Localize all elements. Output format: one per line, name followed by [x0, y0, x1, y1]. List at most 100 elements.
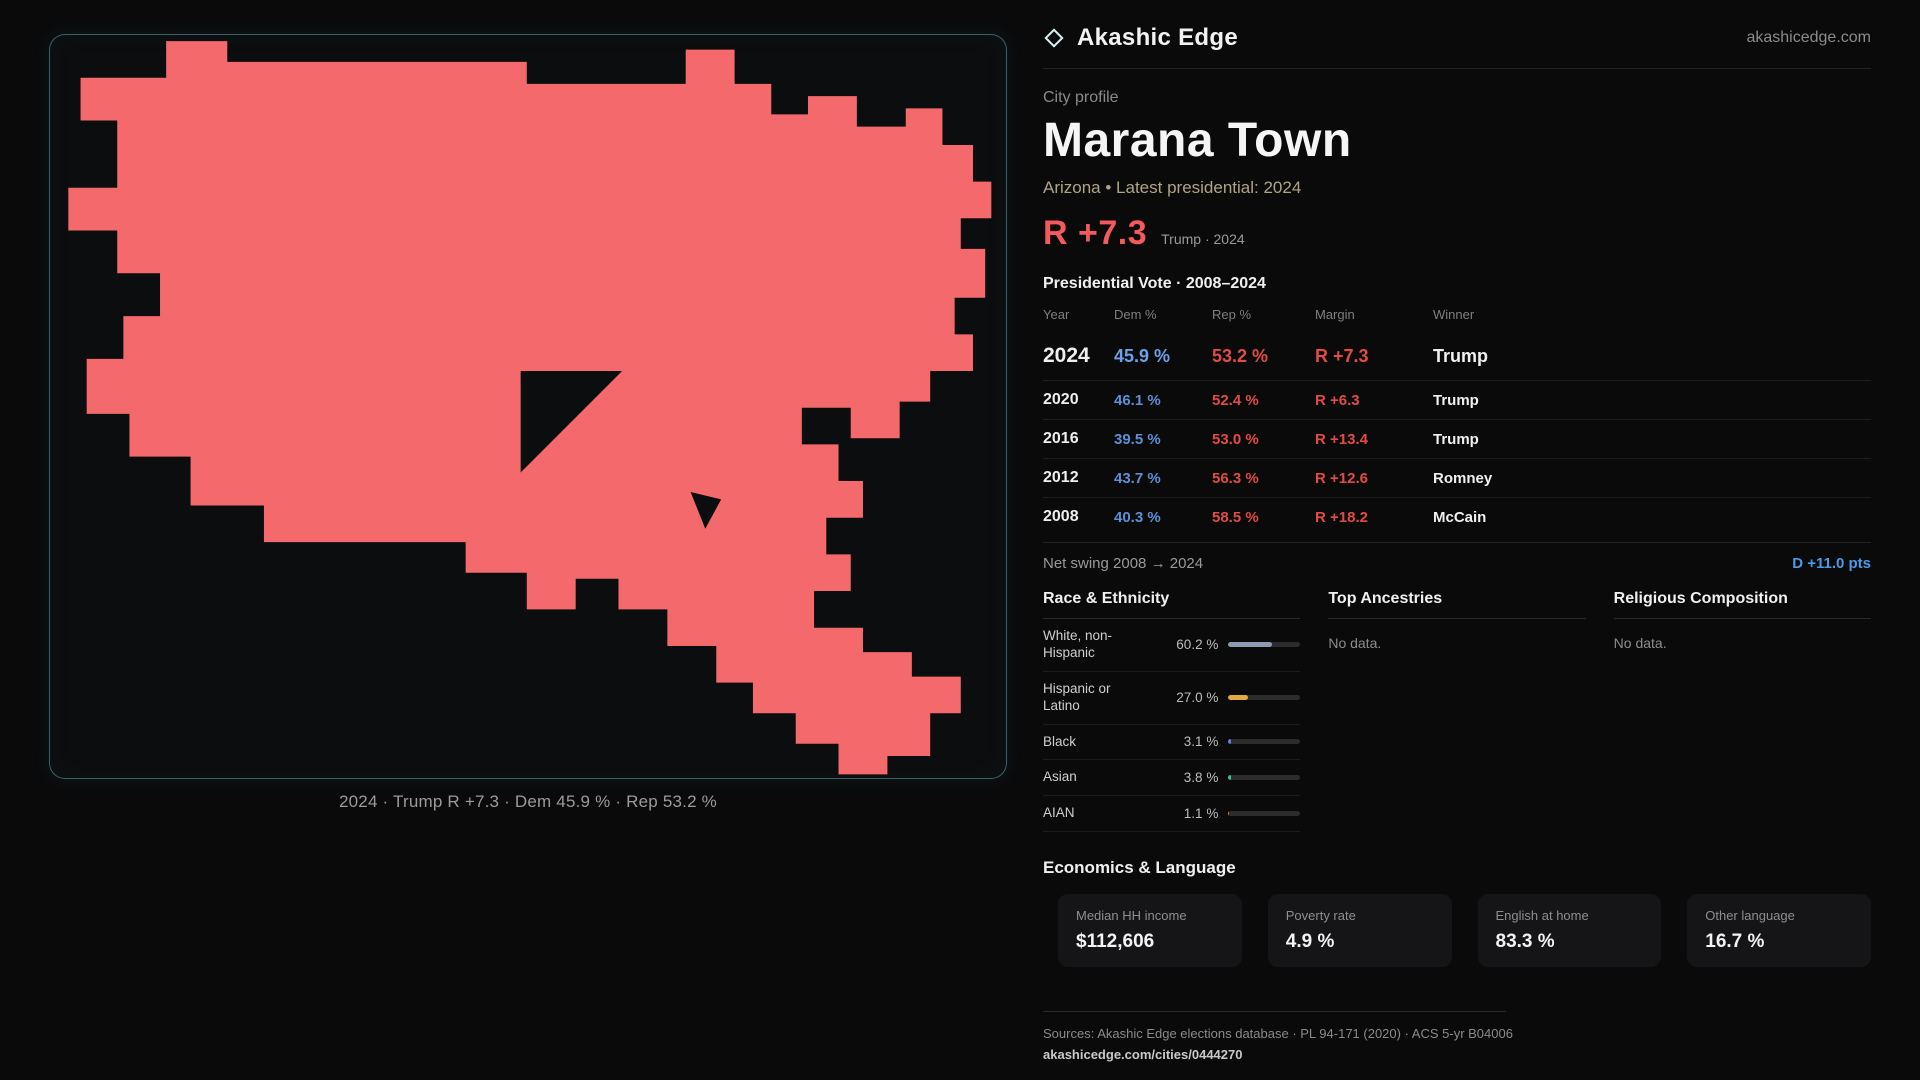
diamond-logo-icon [1044, 28, 1064, 48]
race-row: White, non-Hispanic 60.2 % [1043, 619, 1301, 672]
race-label: White, non-Hispanic [1043, 628, 1113, 660]
permalink[interactable]: akashicedge.com/cities/0444270 [1043, 1047, 1243, 1063]
page-kicker: City profile [1043, 89, 1119, 106]
religious-composition-section: Religious Composition No data. [1613, 590, 1871, 832]
cell-rep: 53.0 % [1212, 430, 1259, 448]
table-row: 2012 43.7 % 56.3 % R +12.6 Romney [1043, 458, 1871, 497]
stat-value: 83.3 % [1495, 931, 1555, 953]
race-ethnicity-section: Race & Ethnicity White, non-Hispanic 60.… [1043, 590, 1301, 833]
city-boundary-map-panel [49, 34, 1007, 779]
stat-card: Other language 16.7 % [1687, 894, 1871, 968]
economics-title: Economics & Language [1043, 858, 1236, 878]
race-value: 1.1 % [1183, 806, 1219, 822]
net-swing-value: D +11.0 pts [1792, 555, 1871, 572]
race-label: Hispanic or Latino [1043, 680, 1111, 713]
page-subtitle: Arizona • Latest presidential: 2024 [1043, 178, 1302, 197]
race-label: AIAN [1043, 805, 1075, 821]
map-hole [690, 492, 722, 529]
stat-value: $112,606 [1076, 931, 1155, 953]
race-value: 3.8 % [1183, 770, 1219, 786]
brand: Akashic Edge [1043, 24, 1238, 52]
race-bar-track [1228, 695, 1301, 701]
brand-name: Akashic Edge [1077, 24, 1238, 51]
headline-margin: R +7.3 [1043, 214, 1148, 252]
col-rep: Rep % [1212, 307, 1252, 322]
stat-label: English at home [1495, 908, 1589, 924]
brand-domain-link[interactable]: akashicedge.com [1746, 29, 1871, 46]
race-bar-track [1228, 811, 1301, 817]
city-boundary-map [68, 41, 992, 775]
cell-dem: 43.7 % [1114, 469, 1161, 487]
header: Akashic Edge akashicedge.com [1043, 24, 1871, 69]
cell-margin: R +7.3 [1315, 345, 1369, 366]
cell-rep: 53.2 % [1212, 345, 1269, 366]
race-row: Hispanic or Latino 27.0 % [1043, 672, 1301, 725]
cell-dem: 45.9 % [1114, 345, 1171, 366]
cell-year: 2024 [1043, 344, 1090, 367]
race-label: Black [1043, 733, 1077, 749]
vote-table-title: Presidential Vote · 2008–2024 [1043, 275, 1266, 292]
race-value: 3.1 % [1183, 734, 1219, 750]
profile-panel: Akashic Edge akashicedge.com City profil… [1043, 24, 1871, 1064]
race-value: 27.0 % [1176, 690, 1219, 706]
stat-value: 4.9 % [1285, 931, 1335, 953]
cell-winner: McCain [1433, 508, 1487, 526]
cell-rep: 56.3 % [1212, 469, 1259, 487]
race-bar-fill [1228, 642, 1272, 648]
economics-stat-cards: Median HH income $112,606 Poverty rate 4… [1058, 894, 1871, 968]
footer-sources: Sources: Akashic Edge elections database… [1043, 1026, 1513, 1042]
col-dem: Dem % [1114, 307, 1157, 322]
headline-margin-row: R +7.3 Trump · 2024 [1043, 214, 1871, 253]
net-swing-label: Net swing 2008 → 2024 [1043, 555, 1204, 572]
race-bar-fill [1228, 695, 1248, 701]
race-bar-track [1228, 739, 1301, 745]
cell-rep: 52.4 % [1212, 391, 1259, 409]
map-left-notch [119, 274, 159, 315]
race-bar-fill [1228, 811, 1230, 817]
map-caption: 2024 · Trump R +7.3 · Dem 45.9 % · Rep 5… [339, 792, 717, 811]
vote-table: Year Dem % Rep % Margin Winner 2024 45.9… [1043, 307, 1871, 536]
cell-year: 2012 [1043, 469, 1079, 486]
cell-margin: R +12.6 [1315, 469, 1368, 487]
cell-margin: R +13.4 [1315, 430, 1368, 448]
map-notch-triangle [520, 371, 623, 473]
cell-margin: R +6.3 [1315, 391, 1360, 409]
col-year: Year [1043, 307, 1070, 322]
footer-divider [1043, 1011, 1506, 1013]
stat-label: Poverty rate [1285, 908, 1356, 924]
footer: Sources: Akashic Edge elections database… [1043, 1011, 1871, 1064]
top-ancestries-section: Top Ancestries No data. [1328, 590, 1586, 832]
race-label: Asian [1043, 769, 1077, 785]
cell-dem: 46.1 % [1114, 391, 1161, 409]
cell-year: 2008 [1043, 508, 1079, 525]
race-bar-track [1228, 642, 1301, 648]
cell-winner: Trump [1433, 345, 1489, 366]
race-bar-track [1228, 775, 1301, 781]
stat-card: Median HH income $112,606 [1058, 894, 1242, 968]
cell-rep: 58.5 % [1212, 508, 1259, 526]
cell-dem: 40.3 % [1114, 508, 1161, 526]
stat-card: English at home 83.3 % [1477, 894, 1662, 968]
race-bar-fill [1228, 775, 1232, 781]
stat-card: Poverty rate 4.9 % [1267, 894, 1452, 968]
table-row: 2008 40.3 % 58.5 % R +18.2 McCain [1043, 497, 1871, 536]
cell-winner: Romney [1433, 469, 1493, 487]
page-title: Marana Town [1043, 114, 1352, 167]
race-ethnicity-title: Race & Ethnicity [1043, 590, 1301, 619]
top-ancestries-empty: No data. [1328, 635, 1382, 651]
vote-table-header: Year Dem % Rep % Margin Winner [1043, 307, 1871, 332]
religious-composition-title: Religious Composition [1613, 590, 1871, 619]
stat-label: Other language [1705, 908, 1795, 924]
cell-margin: R +18.2 [1315, 508, 1368, 526]
table-row: 2020 46.1 % 52.4 % R +6.3 Trump [1043, 380, 1871, 419]
top-ancestries-title: Top Ancestries [1328, 590, 1586, 619]
stat-label: Median HH income [1076, 908, 1187, 924]
cell-winner: Trump [1433, 430, 1479, 448]
race-row: Black 3.1 % [1043, 725, 1301, 761]
col-margin: Margin [1315, 307, 1355, 322]
cell-year: 2016 [1043, 430, 1079, 447]
cell-year: 2020 [1043, 391, 1079, 408]
demographics-columns: Race & Ethnicity White, non-Hispanic 60.… [1043, 590, 1871, 833]
headline-note: Trump · 2024 [1161, 231, 1245, 247]
